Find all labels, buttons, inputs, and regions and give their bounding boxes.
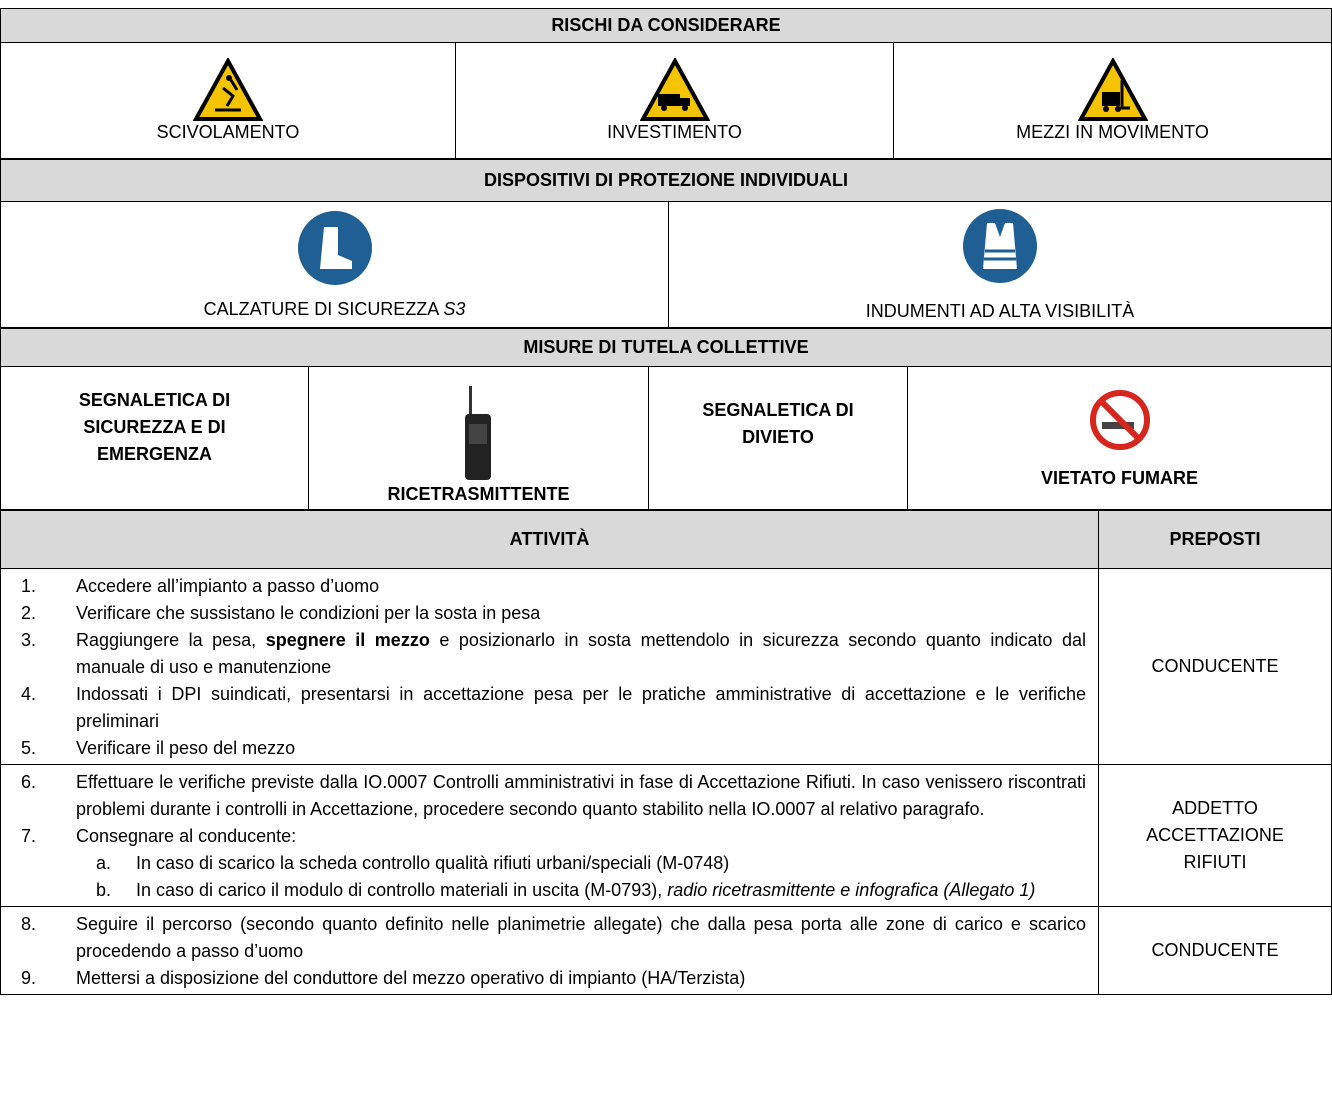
responsible: CONDUCENTE (1098, 568, 1332, 765)
section-title: DISPOSITIVI DI PROTEZIONE INDIVIDUALI (0, 159, 1332, 202)
step-number: 2. (21, 603, 37, 623)
boots-icon (297, 211, 372, 285)
substep-text-part: In caso di carico il modulo di controllo… (136, 880, 663, 900)
ppe-cell: CALZATURE DI SICUREZZA S3 (0, 201, 669, 328)
measure-label: SEGNALETICA DI SICUREZZA E DI EMERGENZA (78, 390, 231, 464)
section-title: MISURE DI TUTELA COLLETTIVE (0, 328, 1332, 367)
column-header: ATTIVITÀ (0, 510, 1099, 569)
vest-icon (963, 209, 1037, 283)
step-number: 4. (21, 684, 37, 704)
measure-label: VIETATO FUMARE (1041, 467, 1198, 488)
responsible: CONDUCENTE (1098, 906, 1332, 995)
substep-text: In caso di scarico la scheda controllo q… (136, 853, 730, 873)
responsible-text: ADDETTO ACCETTAZIONE RIFIUTI (1146, 798, 1284, 872)
step-text-part: Consegnare al conducente: (76, 826, 297, 846)
step-text: Accedere all’impianto a passo d’uomo (76, 576, 380, 596)
substep: b. In caso di carico il modulo di control… (76, 877, 1086, 904)
column-header: PREPOSTI (1098, 510, 1332, 569)
step: 5. Verificare il peso del mezzo (21, 735, 1086, 762)
measure-cell: RICETRASMITTENTE (308, 366, 649, 510)
section-title: RISCHI DA CONSIDERARE (0, 8, 1332, 43)
step-text: Raggiungere la pesa, spegnere il mezzo e… (76, 627, 1086, 681)
step: 3. Raggiungere la pesa, spegnere il mezzo… (21, 627, 1086, 681)
risk-label: SCIVOLAMENTO (156, 122, 300, 142)
no-smoking-icon (1089, 389, 1150, 450)
steps-cell: 6. Effettuare le verifiche previste dalla… (0, 764, 1099, 907)
ppe-label: CALZATURE DI SICUREZZA S3 (1, 299, 668, 320)
measure-label: RICETRASMITTENTE (387, 484, 570, 504)
step: 7. Consegnare al conducente: a. In caso d… (21, 823, 1086, 904)
step-number: 5. (21, 738, 37, 758)
steps-cell: 8. Seguire il percorso (secondo quanto de… (0, 906, 1099, 995)
step-number: 1. (21, 576, 37, 596)
step-number: 3. (21, 630, 37, 650)
ppe-cell: INDUMENTI AD ALTA VISIBILITÀ (668, 201, 1332, 328)
step-number: 8. (21, 914, 37, 934)
radio-icon (464, 386, 491, 480)
step-text-part: e posizionarlo in sosta mettendolo in si… (76, 630, 1086, 677)
substep-italic: radio ricetrasmittente e infografica (Al… (667, 880, 1036, 900)
step-text: Mettersi a disposizione del conduttore d… (76, 968, 746, 988)
measure-cell: SEGNALETICA DI SICUREZZA E DI EMERGENZA (0, 366, 309, 510)
risk-cell: SCIVOLAMENTO (0, 42, 456, 159)
step-text: Consegnare al conducente: a. In caso di s… (76, 823, 1086, 904)
collective-table: MISURE DI TUTELA COLLETTIVE SEGNALETICA … (0, 328, 1332, 510)
step-number: 7. (21, 826, 37, 846)
risk-cell: INVESTIMENTO (455, 42, 894, 159)
responsible: ADDETTO ACCETTAZIONE RIFIUTI (1098, 764, 1332, 907)
step: 6. Effettuare le verifiche previste dalla… (21, 769, 1086, 823)
ppe-label: INDUMENTI AD ALTA VISIBILITÀ (865, 301, 1135, 321)
ppe-class: S3 (443, 299, 466, 319)
step: 4. Indossati i DPI suindicati, presentars… (21, 681, 1086, 735)
substep: a. In caso di scarico la scheda controllo… (76, 850, 1086, 877)
measure-cell: VIETATO FUMARE (907, 366, 1332, 510)
step-text-part: Raggiungere la pesa, (76, 630, 257, 650)
ppe-text: CALZATURE DI SICUREZZA (203, 299, 439, 319)
step: 8. Seguire il percorso (secondo quanto de… (21, 911, 1086, 965)
measure-label: SEGNALETICA DI DIVIETO (702, 400, 854, 447)
ppe-table: DISPOSITIVI DI PROTEZIONE INDIVIDUALI CA… (0, 159, 1332, 328)
substep-letter: b. (96, 880, 112, 900)
step-text: Effettuare le verifiche previste dalla I… (76, 772, 1086, 819)
step: 2. Verificare che sussistano le condizion… (21, 600, 1086, 627)
step-number: 6. (21, 772, 37, 792)
substep-letter: a. (96, 853, 112, 873)
activities-table: ATTIVITÀ PREPOSTI 1. Accedere all’impianto… (0, 510, 1332, 995)
steps-cell: 1. Accedere all’impianto a passo d’uomo 2… (0, 568, 1099, 765)
vehicle-icon (639, 58, 710, 121)
risk-cell: MEZZI IN MOVIMENTO (893, 42, 1332, 159)
risk-label: MEZZI IN MOVIMENTO (1016, 122, 1209, 142)
step-text: Indossati i DPI suindicati, presentarsi … (76, 684, 1086, 731)
substep-text: In caso di carico il modulo di controllo… (136, 877, 1086, 904)
step-emphasis: spegnere il mezzo (265, 630, 430, 650)
step-text: Seguire il percorso (secondo quanto defi… (76, 914, 1086, 961)
risks-table: RISCHI DA CONSIDERARE SCIVOLAMENTO INVES… (0, 8, 1332, 159)
forklift-icon (1077, 58, 1148, 121)
slip-icon (193, 58, 263, 121)
document: RISCHI DA CONSIDERARE SCIVOLAMENTO INVES… (0, 8, 1332, 995)
step-number: 9. (21, 968, 37, 988)
step: 1. Accedere all’impianto a passo d’uomo (21, 573, 1086, 600)
step-text: Verificare che sussistano le condizioni … (76, 603, 541, 623)
measure-cell: SEGNALETICA DI DIVIETO (648, 366, 908, 510)
risk-label: INVESTIMENTO (607, 122, 742, 142)
step-text: Verificare il peso del mezzo (76, 738, 296, 758)
step: 9. Mettersi a disposizione del conduttore… (21, 965, 1086, 992)
